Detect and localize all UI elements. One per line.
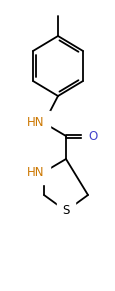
Text: HN: HN (26, 116, 44, 129)
Text: HN: HN (26, 166, 44, 178)
Text: S: S (62, 205, 69, 217)
Text: O: O (87, 129, 96, 143)
